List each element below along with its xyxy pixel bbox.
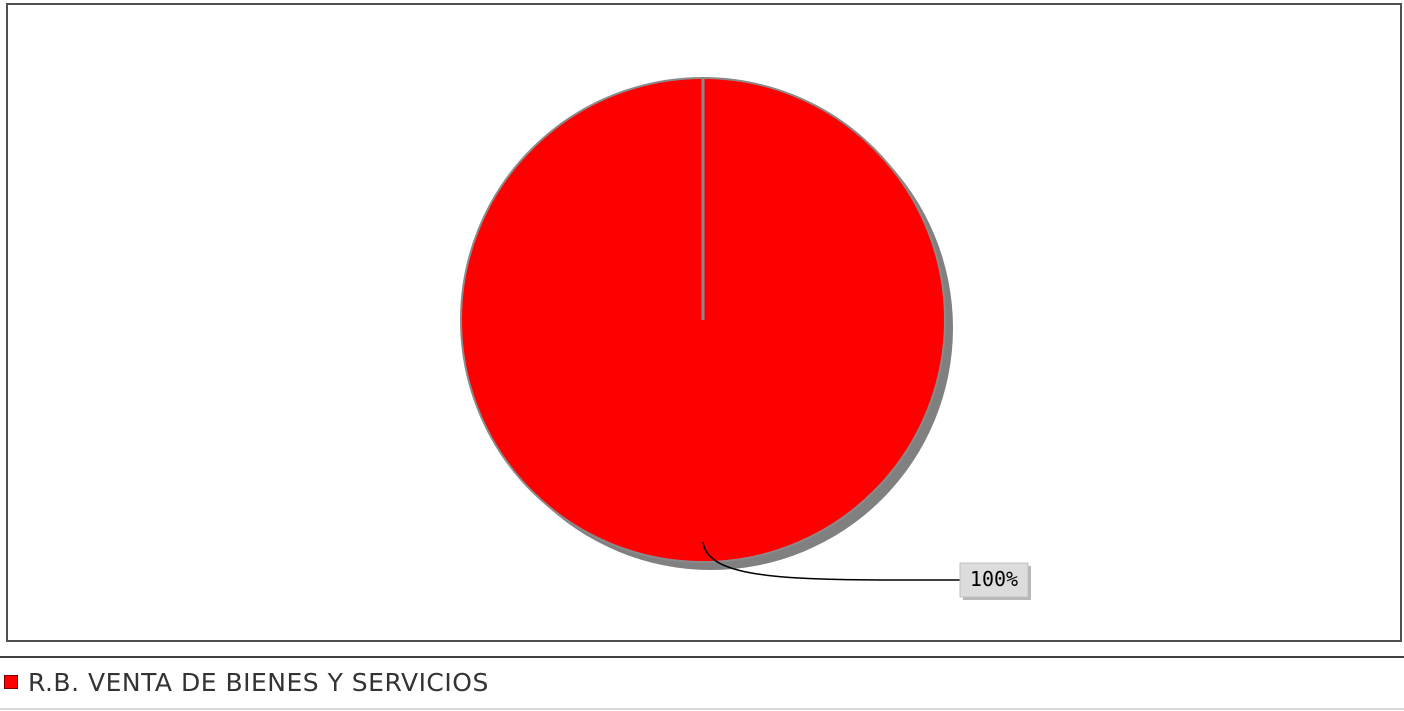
legend-label-0: R.B. VENTA DE BIENES Y SERVICIOS [28, 667, 489, 697]
legend-bottom-divider [0, 708, 1404, 710]
legend-divider [0, 656, 1404, 658]
pie-chart: 100% [460, 77, 1031, 600]
label-leader-line-0 [702, 541, 961, 581]
data-label-0: 100% [970, 567, 1018, 591]
legend-swatch-0 [4, 675, 18, 689]
label-box-0 [959, 562, 1029, 598]
legend: R.B. VENTA DE BIENES Y SERVICIOS [4, 664, 489, 700]
